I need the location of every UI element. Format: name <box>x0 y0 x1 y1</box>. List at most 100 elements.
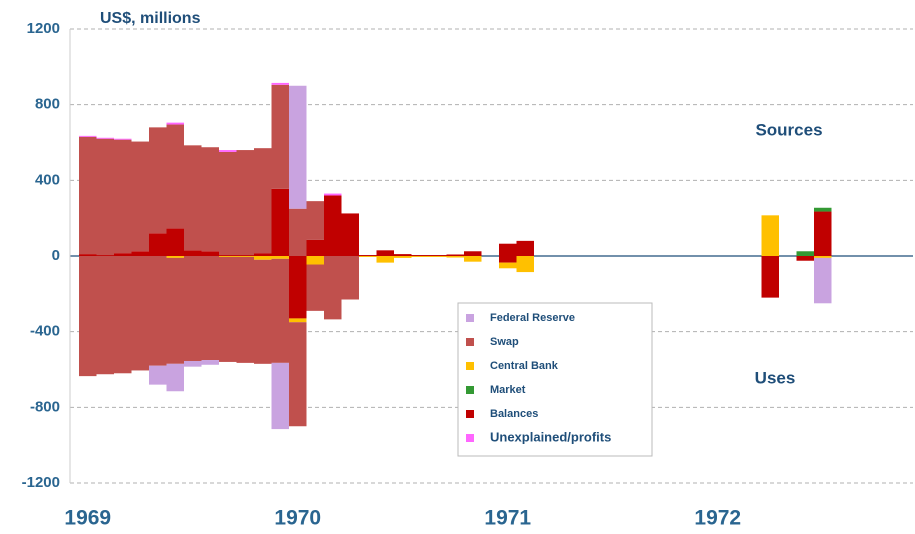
legend-label: Unexplained/profits <box>490 429 611 444</box>
bar-segment <box>341 256 359 300</box>
bar-segment <box>429 256 447 257</box>
bar-segment <box>114 253 132 256</box>
bar-segment <box>114 256 132 374</box>
bar-segment <box>306 256 324 265</box>
bar-segment <box>114 139 132 254</box>
bar-segment <box>306 239 324 256</box>
legend-swatch <box>466 362 474 370</box>
bar-segment <box>166 228 184 256</box>
bar-segment <box>324 256 342 320</box>
bar-segment <box>149 256 167 366</box>
bar-segment <box>516 240 534 256</box>
bar-segment <box>394 256 412 258</box>
x-tick-label: 1971 <box>484 507 531 530</box>
bar-segment <box>96 138 114 256</box>
bar-segment <box>306 264 324 311</box>
bars <box>79 82 832 430</box>
bar-segment <box>201 251 219 256</box>
bar-segment <box>79 254 97 256</box>
bar-segment <box>376 256 394 263</box>
bar-segment <box>271 258 289 363</box>
bar-segment <box>411 256 429 257</box>
bar-segment <box>814 257 832 304</box>
bar-segment <box>236 150 254 256</box>
bar-segment <box>289 318 307 323</box>
bar-segment <box>359 255 377 256</box>
legend-label: Federal Reserve <box>490 312 575 324</box>
bar-segment <box>761 215 779 256</box>
bar-segment <box>289 322 307 427</box>
bar-segment <box>464 256 482 262</box>
bar-segment <box>446 254 464 256</box>
y-tick-label: -400 <box>30 323 60 340</box>
bar-segment <box>289 256 307 319</box>
bar-segment <box>499 256 517 263</box>
y-tick-label: -1200 <box>22 474 60 491</box>
bar-segment <box>131 141 149 252</box>
bar-segment <box>149 233 167 256</box>
bar-segment <box>131 251 149 256</box>
bar-segment <box>96 137 114 139</box>
bar-segment <box>761 256 779 298</box>
legend-swatch <box>466 338 474 346</box>
axes: -1200 -800 -400 0 400 800 1200 1969 1970 1971 1972 <box>22 20 741 530</box>
bar-segment <box>201 147 219 252</box>
bar-segment <box>814 207 832 212</box>
legend-label: Central Bank <box>490 360 559 372</box>
legend-box <box>457 302 653 457</box>
y-tick-label: 800 <box>35 96 60 113</box>
bar-segment <box>499 262 517 269</box>
annotation: Uses <box>755 368 796 387</box>
bar-segment <box>114 138 132 140</box>
bar-segment <box>166 363 184 392</box>
bar-segment <box>446 256 464 258</box>
legend-swatch <box>466 314 474 322</box>
bar-segment <box>814 211 832 256</box>
bar-segment <box>219 256 237 257</box>
x-tick-label: 1969 <box>64 507 111 530</box>
bar-segment <box>499 243 517 256</box>
y-axis-label: US$, millions <box>100 10 201 27</box>
y-tick-label: -800 <box>30 398 60 415</box>
bar-segment <box>324 195 342 256</box>
bar-segment <box>376 250 394 256</box>
legend-label: Balances <box>490 408 538 420</box>
bar-segment <box>166 124 184 229</box>
bar-segment <box>79 135 97 137</box>
bar-segment <box>289 85 307 209</box>
bar-segment <box>236 255 254 256</box>
bar-segment <box>341 213 359 256</box>
bar-segment <box>219 255 237 256</box>
bar-segment <box>254 259 272 364</box>
bar-segment <box>411 255 429 256</box>
bar-segment <box>394 254 412 256</box>
bar-segment <box>271 362 289 430</box>
bar-segment <box>166 122 184 125</box>
bar-segment <box>184 250 202 256</box>
bar-segment <box>271 256 289 259</box>
legend-label: Market <box>490 384 526 396</box>
bar-segment <box>96 255 114 256</box>
bar-segment <box>271 82 289 85</box>
bar-segment <box>184 360 202 367</box>
bar-segment <box>131 256 149 371</box>
bar-segment <box>796 256 814 261</box>
bar-segment <box>324 193 342 196</box>
bar-segment <box>236 256 254 257</box>
bar-segment <box>219 256 237 362</box>
legend-swatch <box>466 434 474 442</box>
bar-segment <box>201 360 219 365</box>
bar-segment <box>814 256 832 258</box>
bar-segment <box>306 201 324 240</box>
y-tick-label: 0 <box>52 247 60 264</box>
y-tick-label: 1200 <box>27 20 60 37</box>
legend-swatch <box>466 410 474 418</box>
bar-segment <box>254 253 272 256</box>
bar-segment <box>236 256 254 363</box>
legend-label: Swap <box>490 336 519 348</box>
bar-segment <box>271 188 289 256</box>
bar-segment <box>219 150 237 152</box>
bar-segment <box>289 208 307 256</box>
legend: Federal Reserve Swap Central Bank Market Bal… <box>466 312 611 444</box>
